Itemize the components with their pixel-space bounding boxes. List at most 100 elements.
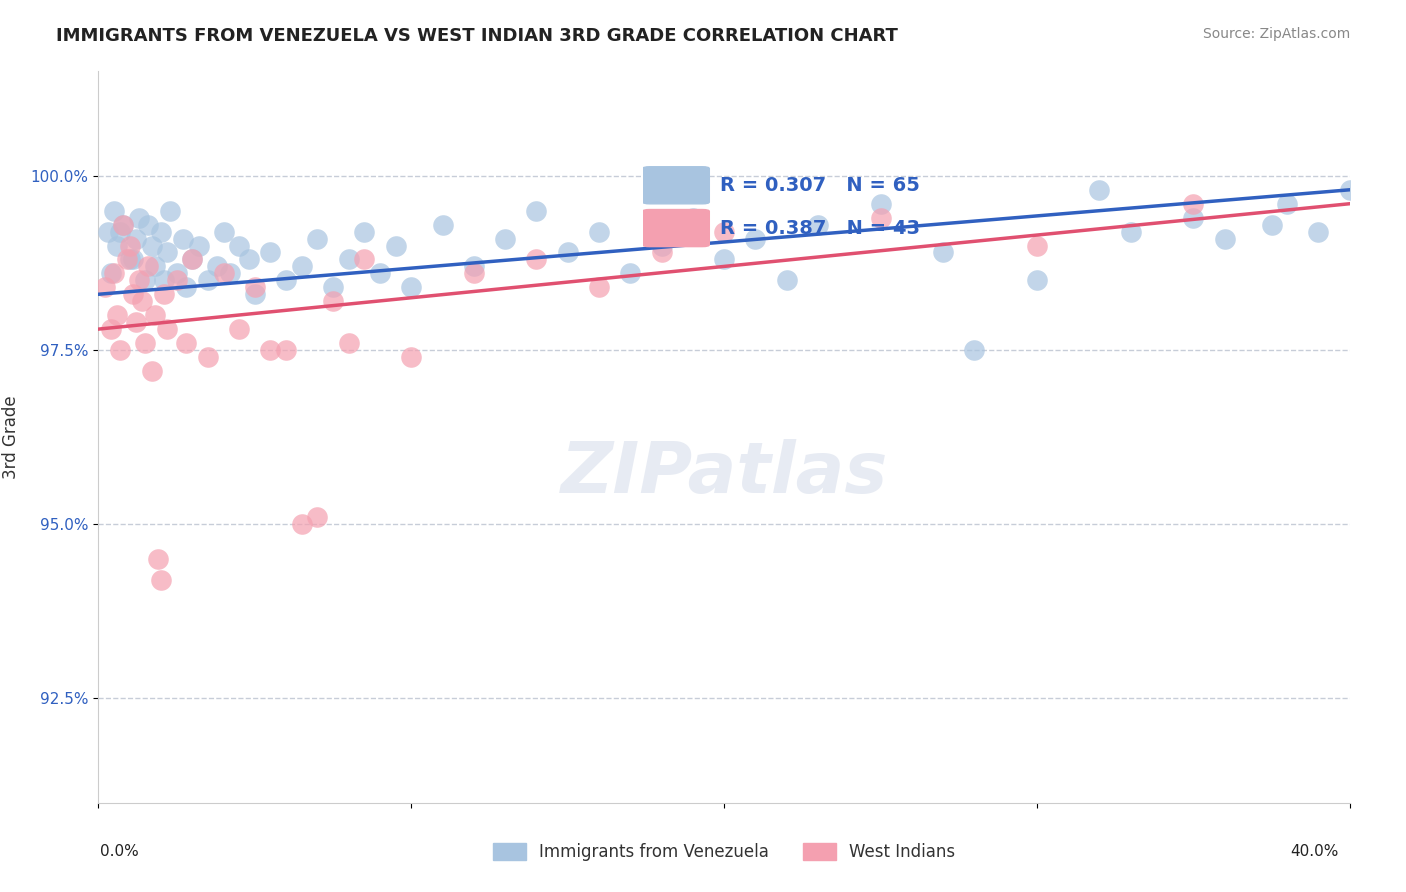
Point bbox=[103, 266, 125, 280]
Point bbox=[1182, 211, 1205, 225]
Point bbox=[526, 252, 548, 267]
Point bbox=[121, 252, 143, 267]
Point bbox=[353, 225, 375, 239]
Point bbox=[110, 225, 132, 239]
Point bbox=[337, 252, 360, 267]
Point bbox=[713, 225, 735, 239]
Point bbox=[1277, 196, 1299, 211]
Point bbox=[259, 343, 281, 357]
Point bbox=[121, 287, 143, 301]
Point bbox=[146, 552, 169, 566]
Point bbox=[494, 231, 516, 245]
Point bbox=[131, 294, 153, 309]
Point bbox=[228, 322, 250, 336]
Point bbox=[307, 231, 329, 245]
Point bbox=[110, 343, 132, 357]
Point bbox=[159, 203, 181, 218]
Point bbox=[174, 280, 197, 294]
Point bbox=[526, 203, 548, 218]
Point bbox=[307, 510, 329, 524]
Point bbox=[141, 364, 163, 378]
Point bbox=[259, 245, 281, 260]
Point bbox=[134, 273, 156, 287]
Point bbox=[143, 260, 166, 274]
Point bbox=[557, 245, 579, 260]
Point bbox=[156, 245, 179, 260]
Point bbox=[212, 225, 235, 239]
Point bbox=[1026, 238, 1049, 252]
Y-axis label: 3rd Grade: 3rd Grade bbox=[1, 395, 20, 479]
Point bbox=[118, 238, 141, 252]
Point bbox=[150, 225, 173, 239]
Point bbox=[238, 252, 260, 267]
Point bbox=[650, 238, 672, 252]
Point bbox=[274, 273, 298, 287]
Text: 0.0%: 0.0% bbox=[100, 845, 139, 859]
Point bbox=[128, 273, 150, 287]
Point bbox=[1260, 218, 1282, 232]
Point bbox=[125, 315, 148, 329]
Point bbox=[128, 211, 150, 225]
Point bbox=[153, 287, 176, 301]
Point bbox=[744, 231, 766, 245]
Point bbox=[384, 238, 406, 252]
Point bbox=[463, 260, 485, 274]
Point bbox=[134, 336, 156, 351]
Point bbox=[172, 231, 194, 245]
Point bbox=[401, 350, 423, 364]
Point bbox=[1213, 231, 1236, 245]
Text: ZIPatlas: ZIPatlas bbox=[561, 439, 887, 508]
Point bbox=[401, 280, 423, 294]
Point bbox=[118, 252, 141, 267]
Point bbox=[322, 280, 344, 294]
Point bbox=[112, 218, 135, 232]
Point bbox=[174, 336, 197, 351]
Point bbox=[1088, 183, 1111, 197]
Point bbox=[463, 266, 485, 280]
Point bbox=[100, 322, 122, 336]
Legend: Immigrants from Venezuela, West Indians: Immigrants from Venezuela, West Indians bbox=[486, 836, 962, 868]
Point bbox=[322, 294, 344, 309]
Point bbox=[181, 252, 204, 267]
Point bbox=[932, 245, 955, 260]
Point bbox=[143, 308, 166, 322]
Point bbox=[869, 211, 891, 225]
Point bbox=[807, 218, 830, 232]
Point bbox=[197, 350, 219, 364]
Point bbox=[153, 273, 176, 287]
Point bbox=[243, 280, 266, 294]
Point bbox=[138, 260, 160, 274]
Point bbox=[212, 266, 235, 280]
Text: Source: ZipAtlas.com: Source: ZipAtlas.com bbox=[1202, 27, 1350, 41]
Point bbox=[100, 266, 122, 280]
Point bbox=[105, 238, 128, 252]
Point bbox=[650, 245, 672, 260]
Point bbox=[353, 252, 375, 267]
Text: 40.0%: 40.0% bbox=[1291, 845, 1339, 859]
Point bbox=[125, 231, 148, 245]
Point bbox=[1308, 225, 1330, 239]
Point bbox=[103, 203, 125, 218]
Point bbox=[368, 266, 391, 280]
Point bbox=[156, 322, 179, 336]
Point bbox=[138, 218, 160, 232]
Point bbox=[1026, 273, 1049, 287]
Point bbox=[93, 280, 115, 294]
Point bbox=[187, 238, 209, 252]
Point bbox=[432, 218, 454, 232]
Point bbox=[243, 287, 266, 301]
Point bbox=[776, 273, 799, 287]
Point bbox=[682, 211, 704, 225]
Point bbox=[218, 266, 240, 280]
Point bbox=[228, 238, 250, 252]
Point bbox=[274, 343, 298, 357]
Point bbox=[337, 336, 360, 351]
Text: IMMIGRANTS FROM VENEZUELA VS WEST INDIAN 3RD GRADE CORRELATION CHART: IMMIGRANTS FROM VENEZUELA VS WEST INDIAN… bbox=[56, 27, 898, 45]
Point bbox=[207, 260, 229, 274]
Point bbox=[181, 252, 204, 267]
Point bbox=[291, 517, 314, 532]
Point bbox=[197, 273, 219, 287]
Point bbox=[713, 252, 735, 267]
Point bbox=[588, 280, 610, 294]
Point bbox=[1182, 196, 1205, 211]
